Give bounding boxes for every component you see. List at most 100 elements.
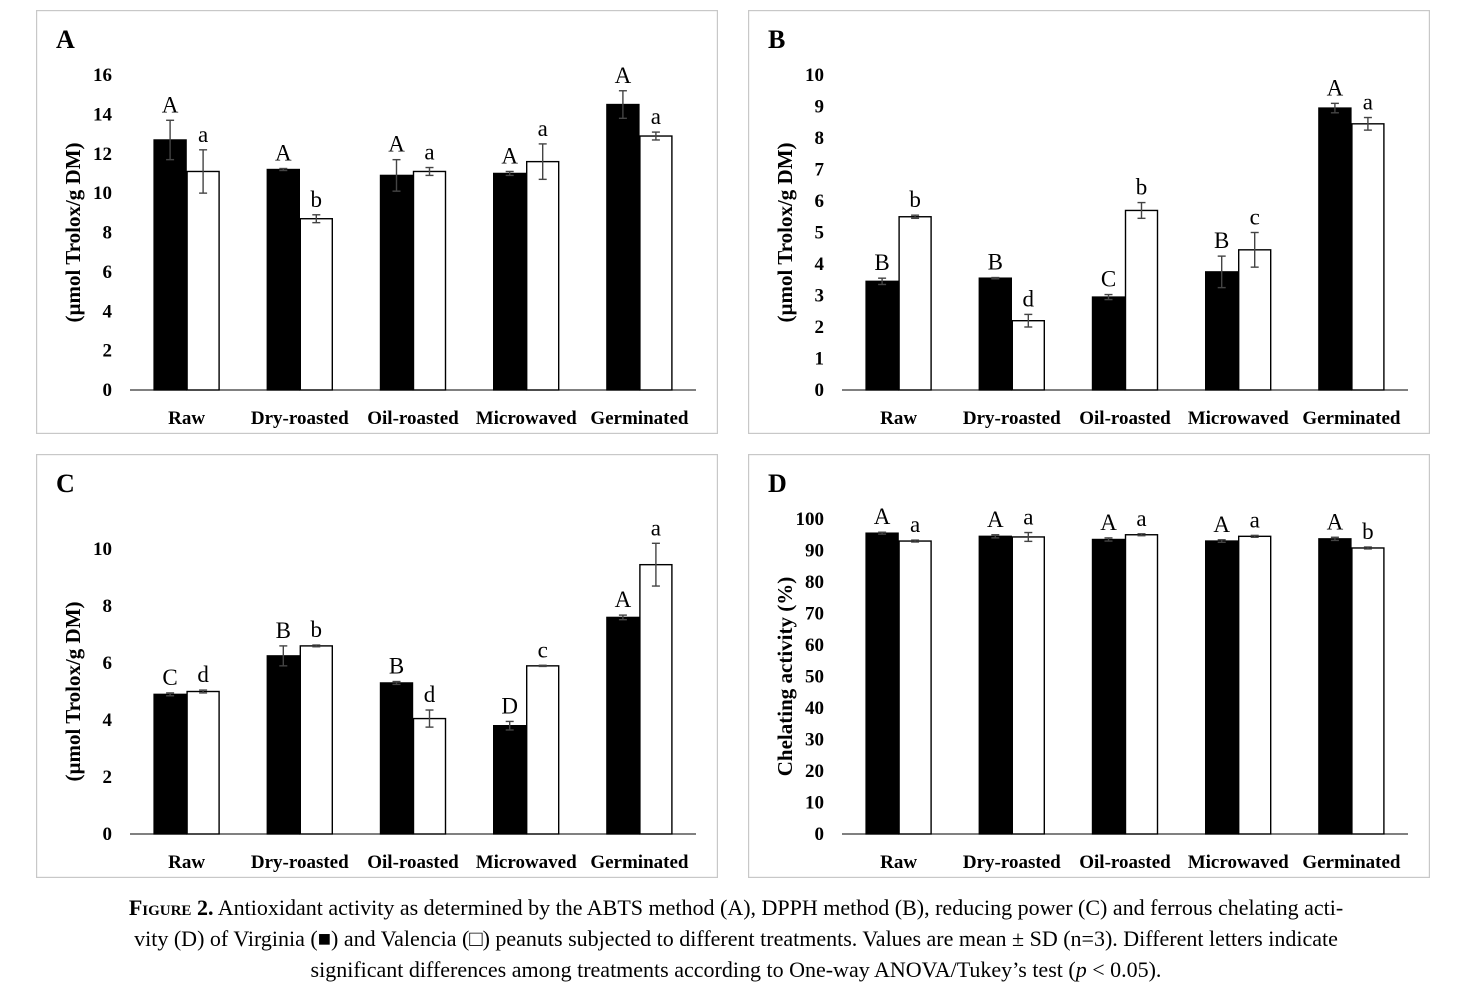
y-tick-label: 90 bbox=[805, 541, 824, 562]
y-tick-label: 100 bbox=[796, 509, 825, 530]
y-tick-label: 1 bbox=[815, 349, 825, 370]
error-bar bbox=[312, 644, 321, 648]
y-tick-label: 0 bbox=[815, 824, 825, 845]
significance-letter: A bbox=[615, 587, 632, 612]
panel-frame bbox=[748, 454, 1430, 878]
significance-letter: b bbox=[311, 617, 323, 642]
bar-virginia bbox=[978, 535, 1013, 835]
bar-valencia bbox=[1124, 534, 1159, 835]
category-label: Microwaved bbox=[1188, 408, 1289, 429]
error-bar bbox=[1137, 533, 1146, 537]
bar-valencia bbox=[526, 160, 560, 391]
y-tick-label: 12 bbox=[93, 144, 112, 165]
category-label: Oil-roasted bbox=[1079, 408, 1171, 429]
y-tick-label: 0 bbox=[815, 380, 825, 401]
error-bar bbox=[538, 143, 547, 181]
y-axis-title: (µmol Trolox/g DM) bbox=[61, 142, 85, 322]
category-label: Germinated bbox=[590, 852, 689, 873]
y-tick-label: 8 bbox=[103, 223, 113, 244]
caption-text-3b: < 0.05). bbox=[1086, 957, 1162, 982]
bar-valencia bbox=[526, 665, 560, 835]
bar-valencia bbox=[299, 218, 333, 391]
error-bar bbox=[1024, 531, 1033, 543]
y-tick-label: 6 bbox=[815, 191, 825, 212]
error-bar bbox=[538, 664, 547, 668]
significance-letter: b bbox=[1362, 519, 1374, 544]
significance-letter: c bbox=[538, 637, 548, 662]
bar-virginia bbox=[266, 655, 301, 835]
error-bar bbox=[505, 720, 514, 731]
category-label: Microwaved bbox=[476, 852, 577, 873]
bar-virginia bbox=[379, 682, 414, 835]
bar-valencia bbox=[1011, 536, 1045, 835]
caption-text: Antioxidant activity as determined by th… bbox=[217, 895, 1344, 920]
bar-virginia bbox=[266, 168, 301, 391]
y-tick-label: 0 bbox=[103, 824, 113, 845]
bar-valencia bbox=[412, 170, 447, 391]
y-tick-label: 8 bbox=[103, 596, 113, 617]
significance-letter: a bbox=[1250, 507, 1260, 532]
category-label: Microwaved bbox=[476, 408, 577, 429]
significance-letter: c bbox=[1250, 205, 1260, 230]
significance-letter: B bbox=[1214, 228, 1229, 253]
bar-valencia bbox=[1124, 209, 1159, 391]
error-bar bbox=[1104, 537, 1113, 542]
y-tick-label: 3 bbox=[815, 286, 825, 307]
y-axis-title: (µmol Trolox/g DM) bbox=[773, 142, 797, 322]
error-bar bbox=[1250, 231, 1259, 268]
panel-letter: C bbox=[56, 469, 75, 498]
y-axis-title: Chelating activity (%) bbox=[773, 577, 797, 776]
significance-letter: a bbox=[910, 512, 920, 537]
bar-valencia bbox=[186, 170, 220, 391]
error-bar bbox=[1363, 546, 1372, 550]
caption-text-2: vity (D) of Virginia (■) and Valencia (□… bbox=[134, 926, 1338, 951]
category-label: Dry-roasted bbox=[963, 852, 1061, 873]
significance-letter: a bbox=[538, 116, 548, 141]
significance-letter: A bbox=[275, 141, 292, 166]
significance-letter: a bbox=[1363, 90, 1373, 115]
y-tick-label: 7 bbox=[815, 160, 825, 181]
significance-letter: d bbox=[424, 682, 436, 707]
category-label: Oil-roasted bbox=[1079, 852, 1171, 873]
significance-letter: a bbox=[1023, 505, 1033, 530]
error-bar bbox=[425, 709, 434, 728]
y-tick-label: 14 bbox=[93, 104, 113, 125]
bar-valencia bbox=[639, 135, 673, 391]
chart-c-svg: C (µmol Trolox/g DM) 0 2 4 6 8 10 Raw C d Dry-roast… bbox=[36, 454, 718, 878]
bar-valencia bbox=[639, 563, 673, 835]
significance-letter: B bbox=[988, 250, 1003, 275]
caption-text-3a: significant differences among treatments… bbox=[310, 957, 1076, 982]
error-bar bbox=[878, 277, 887, 286]
significance-letter: a bbox=[198, 122, 208, 147]
category-label: Germinated bbox=[1302, 408, 1401, 429]
bar-virginia bbox=[1318, 107, 1352, 391]
category-label: Germinated bbox=[590, 408, 689, 429]
significance-letter: B bbox=[874, 250, 889, 275]
y-tick-label: 2 bbox=[103, 767, 113, 788]
y-tick-label: 10 bbox=[93, 183, 112, 204]
bar-valencia bbox=[898, 540, 932, 835]
error-bar bbox=[279, 645, 288, 667]
significance-letter: A bbox=[388, 132, 405, 157]
significance-letter: D bbox=[501, 693, 518, 718]
y-tick-label: 16 bbox=[93, 65, 112, 86]
error-bar bbox=[166, 119, 175, 161]
error-bar bbox=[425, 166, 434, 177]
category-label: Raw bbox=[880, 408, 917, 429]
error-bar bbox=[1330, 536, 1339, 542]
error-bar bbox=[1217, 539, 1226, 544]
bar-valencia bbox=[1238, 535, 1272, 835]
y-tick-label: 60 bbox=[805, 635, 824, 656]
bar-virginia bbox=[606, 103, 640, 391]
bar-virginia bbox=[153, 693, 187, 835]
category-label: Oil-roasted bbox=[367, 852, 459, 873]
bar-virginia bbox=[865, 280, 899, 391]
error-bar bbox=[392, 158, 401, 192]
panel-letter: A bbox=[56, 25, 75, 54]
caption-label: Figure 2. bbox=[128, 895, 214, 920]
chart-d-svg: D Chelating activity (%) 0 10 20 30 40 50 60 70 80… bbox=[748, 454, 1430, 878]
error-bar bbox=[279, 167, 288, 172]
panel-frame bbox=[36, 454, 718, 878]
error-bar bbox=[1217, 255, 1226, 289]
